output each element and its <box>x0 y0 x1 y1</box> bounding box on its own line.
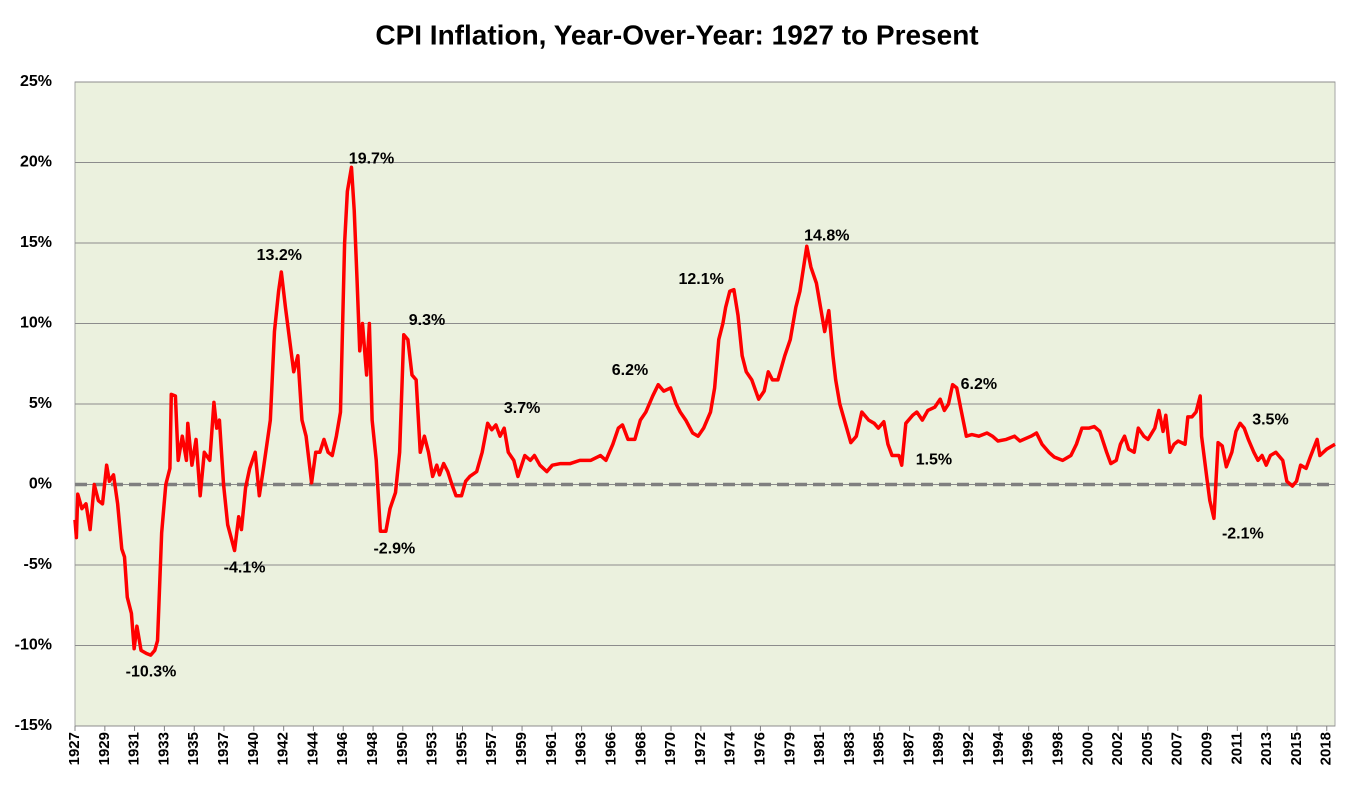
annotation: 6.2% <box>612 362 648 379</box>
x-tick-label: 1968 <box>632 732 649 765</box>
data-line <box>73 165 1336 657</box>
x-tick-label: 1931 <box>126 732 143 765</box>
x-tick-label: 1974 <box>722 731 739 765</box>
chart-title: CPI Inflation, Year-Over-Year: 1927 to P… <box>375 19 978 50</box>
annotation: 3.5% <box>1252 411 1288 428</box>
y-tick-label: -10% <box>15 637 52 654</box>
x-tick-label: 1942 <box>275 732 292 765</box>
annotation: -2.1% <box>1222 526 1264 543</box>
y-tick-label: 25% <box>20 73 52 90</box>
x-tick-label: 1933 <box>155 732 172 765</box>
x-tick-label: 1996 <box>1020 732 1037 765</box>
y-tick-label: 5% <box>29 395 52 412</box>
x-tick-label: 1948 <box>364 732 381 765</box>
x-tick-label: 1935 <box>185 732 202 765</box>
x-tick-label: 1976 <box>751 732 768 765</box>
x-tick-label: 1950 <box>394 732 411 765</box>
x-tick-label: 2018 <box>1318 732 1335 765</box>
annotation: 13.2% <box>257 247 302 264</box>
x-tick-label: 1959 <box>513 732 530 765</box>
x-tick-label: 1985 <box>871 732 888 765</box>
x-tick-label: 1937 <box>215 732 232 765</box>
x-tick-label: 1981 <box>811 732 828 765</box>
x-tick-label: 1953 <box>424 732 441 765</box>
x-tick-label: 1992 <box>960 732 977 765</box>
x-tick-label: 2013 <box>1258 732 1275 765</box>
x-tick-label: 1989 <box>930 732 947 765</box>
annotation: 9.3% <box>409 312 445 329</box>
annotation: 19.7% <box>349 151 394 168</box>
x-tick-label: 1955 <box>453 732 470 765</box>
x-tick-label: 1963 <box>573 732 590 765</box>
annotation: -4.1% <box>224 560 266 577</box>
x-tick-label: 1966 <box>602 732 619 765</box>
x-tick-label: 1944 <box>304 731 321 765</box>
y-tick-label: 0% <box>29 476 52 493</box>
x-tick-label: 2009 <box>1198 732 1215 765</box>
y-tick-label: -5% <box>24 556 52 573</box>
annotation: -10.3% <box>126 664 177 681</box>
y-tick-label: 20% <box>20 154 52 171</box>
annotation: 14.8% <box>804 227 849 244</box>
annotation: 6.2% <box>961 376 997 393</box>
x-tick-label: 2011 <box>1228 732 1245 765</box>
x-tick-label: 1987 <box>901 732 918 765</box>
annotation: 3.7% <box>504 400 540 417</box>
y-tick-label: 15% <box>20 234 52 251</box>
x-tick-label: 2005 <box>1139 732 1156 765</box>
x-tick-label: 2007 <box>1169 732 1186 765</box>
x-tick-label: 1972 <box>692 732 709 765</box>
x-tick-label: 1946 <box>334 732 351 765</box>
x-tick-label: 1994 <box>990 731 1007 765</box>
x-tick-label: 1983 <box>841 732 858 765</box>
x-tick-label: 1940 <box>245 732 262 765</box>
x-tick-label: 1957 <box>483 732 500 765</box>
annotation: 1.5% <box>916 452 952 469</box>
x-tick-label: 1979 <box>781 732 798 765</box>
y-tick-label: 10% <box>20 315 52 332</box>
x-tick-label: 2002 <box>1109 732 1126 765</box>
x-tick-label: 2000 <box>1079 732 1096 765</box>
x-tick-label: 1927 <box>66 732 83 765</box>
x-tick-label: 1929 <box>96 732 113 765</box>
x-tick-label: 1998 <box>1049 732 1066 765</box>
annotation: 12.1% <box>679 271 724 288</box>
x-tick-label: 1961 <box>543 732 560 765</box>
x-tick-label: 2015 <box>1288 732 1305 765</box>
x-tick-label: 1970 <box>662 732 679 765</box>
y-tick-label: -15% <box>15 717 52 734</box>
annotation: -2.9% <box>373 540 415 557</box>
